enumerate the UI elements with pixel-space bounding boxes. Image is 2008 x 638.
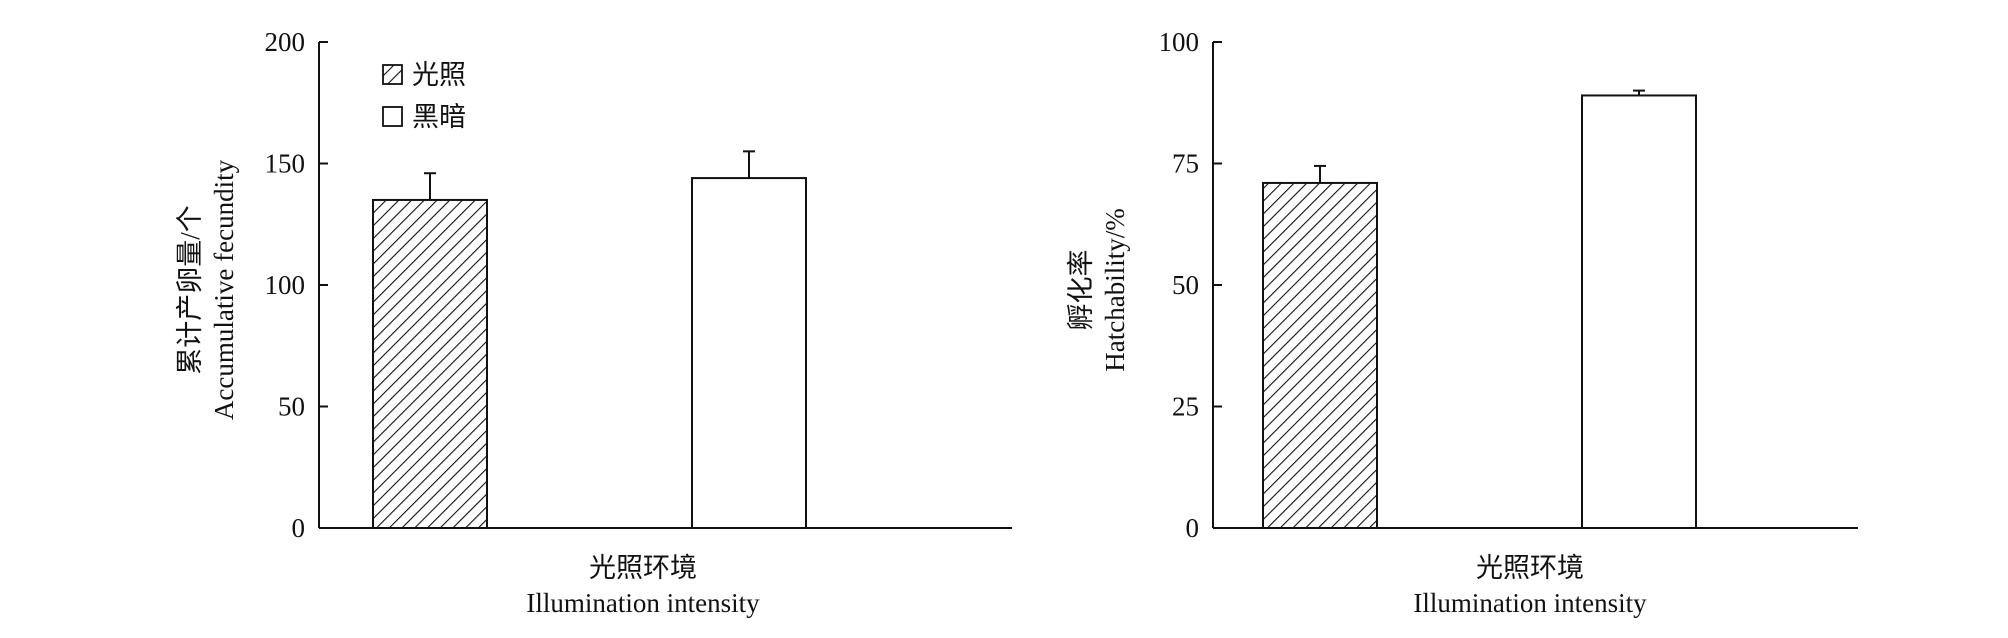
legend-label-hatched: 光照	[412, 60, 466, 90]
x-axis-title-en-fecundity: Illumination intensity	[526, 588, 760, 618]
y-tick-label: 75	[1172, 149, 1199, 179]
legend-item-open: 黑暗	[382, 102, 466, 132]
chart-hatchability: 0 25 50 75 100 孵化率 Hatchability/% 光照环境 Illum…	[1066, 27, 1858, 618]
y-tick-label: 200	[265, 27, 306, 57]
legend-label-open: 黑暗	[412, 102, 466, 132]
y-axis-title-hatchability: 孵化率 Hatchability/%	[1066, 208, 1130, 371]
bar-light	[1262, 181, 1378, 529]
legend-item-hatched: 光照	[382, 60, 466, 90]
error-bars-fecundity	[424, 150, 755, 200]
error-bars-hatchability	[1314, 89, 1645, 183]
bars-fecundity	[372, 177, 807, 530]
x-axis-title-en-hatch: Illumination intensity	[1413, 588, 1647, 618]
y-axis-title-cn-hatch: 孵化率	[1066, 250, 1096, 331]
plot-area-fecundity: 0 50 100 150 200	[265, 27, 1012, 543]
x-axis-title-cn-fecundity: 光照环境	[589, 553, 697, 583]
y-tick-label: 100	[265, 270, 306, 300]
legend: 光照 黑暗	[382, 60, 466, 132]
y-tick-label: 0	[1186, 513, 1200, 543]
y-axis-title-en: Accumulative fecundity	[209, 159, 239, 420]
bar-dark	[1581, 94, 1697, 530]
y-tick-label: 150	[265, 149, 306, 179]
bar-dark	[691, 177, 807, 530]
x-axis-title-cn-hatch: 光照环境	[1476, 553, 1584, 583]
chart-fecundity: 0 50 100 150 200 累计产卵量/个 Accumulative fecund…	[175, 27, 1012, 618]
legend-swatch-open	[382, 106, 403, 127]
legend-swatch-hatched	[382, 64, 403, 85]
y-ticks-hatchability: 0 25 50 75 100	[1159, 27, 1222, 543]
bar-light	[372, 198, 488, 529]
bars-hatchability	[1262, 94, 1697, 530]
y-tick-label: 25	[1172, 392, 1199, 422]
y-axis-title-fecundity: 累计产卵量/个 Accumulative fecundity	[175, 159, 239, 420]
y-tick-label: 0	[292, 513, 306, 543]
y-tick-label: 50	[1172, 270, 1199, 300]
y-ticks-fecundity: 0 50 100 150 200	[265, 27, 328, 543]
y-axis-title-en-hatch: Hatchability/%	[1100, 208, 1130, 371]
plot-area-hatchability: 0 25 50 75 100	[1159, 27, 1858, 543]
y-axis-title-cn: 累计产卵量/个	[175, 205, 205, 375]
y-tick-label: 100	[1159, 27, 1200, 57]
y-tick-label: 50	[278, 392, 305, 422]
